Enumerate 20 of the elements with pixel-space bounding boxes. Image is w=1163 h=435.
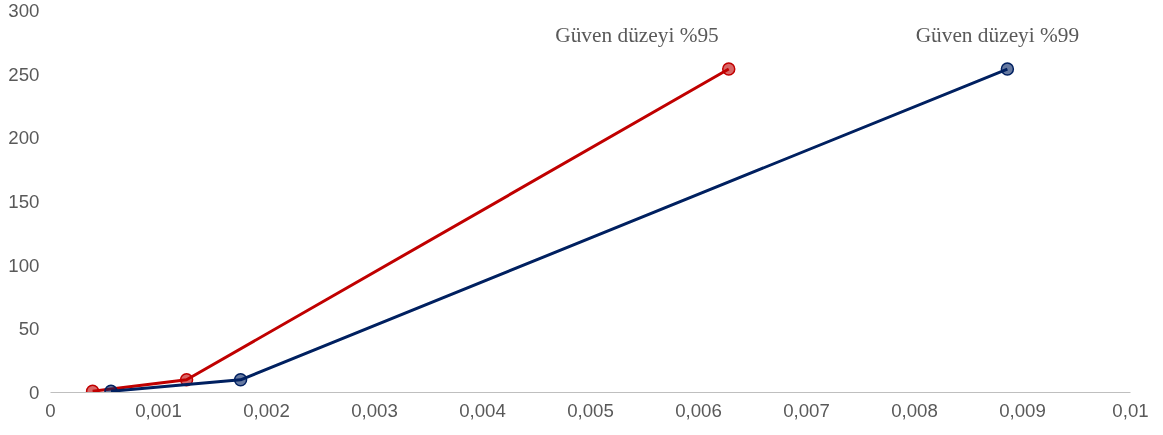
y-tick-label: 0 (29, 382, 40, 403)
x-tick-label: 0,002 (243, 399, 290, 421)
x-tick-label: 0,01 (1112, 399, 1149, 421)
y-tick-label: 300 (8, 0, 40, 21)
series-label: Güven düzeyi %99 (915, 23, 1080, 48)
y-tick-label: 250 (8, 63, 40, 85)
y-tick-label: 50 (18, 318, 40, 340)
x-tick-label: 0,008 (891, 399, 938, 421)
x-tick-label: 0,003 (351, 399, 398, 421)
y-tick-label: 100 (8, 254, 40, 276)
x-tick-label: 0,009 (999, 399, 1046, 421)
x-tick-label: 0,007 (783, 399, 830, 421)
x-tick-label: 0 (45, 399, 56, 421)
x-tick-label: 0,001 (135, 399, 182, 421)
x-tick-label: 0,006 (675, 399, 722, 421)
x-tick-label: 0,004 (459, 399, 506, 421)
series-label: Güven düzeyi %95 (555, 23, 719, 48)
y-tick-label: 150 (8, 191, 40, 212)
x-tick-label: 0,005 (567, 399, 614, 421)
y-tick-label: 200 (8, 127, 40, 149)
